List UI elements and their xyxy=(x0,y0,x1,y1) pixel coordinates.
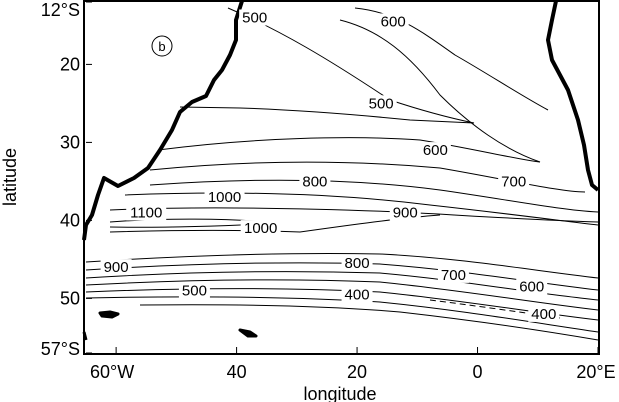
contour-label-bg xyxy=(178,282,210,299)
contour-label-bg xyxy=(437,266,469,283)
coastlines xyxy=(82,0,600,341)
contour-label: 400 xyxy=(531,306,556,323)
x-tick-label: 20°E xyxy=(576,362,615,382)
contour-label: 800 xyxy=(345,255,370,272)
contour-labels: 500 600 500 600 800 700 1000 900 1100 1000 900 800 7… xyxy=(100,9,560,323)
x-tick-label: 60°W xyxy=(90,362,134,382)
contour-line-900-a xyxy=(124,192,599,226)
contour-line-500-north xyxy=(179,7,475,124)
panel-label-circle xyxy=(151,35,173,57)
contour-label-bg xyxy=(240,220,281,237)
contour-label: 900 xyxy=(104,259,129,276)
contour-label: 700 xyxy=(501,173,526,190)
y-axis-title: latitude xyxy=(0,148,20,206)
contour-label-bg xyxy=(516,278,548,295)
x-tick-labels: 60°W 40 20 0 20°E xyxy=(90,347,616,382)
x-axis-title: longitude xyxy=(303,384,376,402)
x-tick-label: 20 xyxy=(347,362,367,382)
contour-label: 800 xyxy=(302,173,327,190)
contour-label: 400 xyxy=(345,286,370,303)
plot-frame xyxy=(83,0,600,355)
contour-line-900-lower xyxy=(85,252,599,279)
contour-label: 500 xyxy=(369,95,394,112)
contour-label-bg xyxy=(299,173,331,190)
contour-line-600-mid xyxy=(157,137,541,163)
contour-label-bg xyxy=(239,9,271,26)
contour-label-bg xyxy=(377,13,409,30)
contour-label: 500 xyxy=(242,10,267,27)
y-tick-label: 50 xyxy=(60,288,80,308)
contour-label-bg xyxy=(126,204,167,221)
x-tick-label: 40 xyxy=(227,362,247,382)
contour-label-bg xyxy=(389,204,421,221)
y-tick-label: 40 xyxy=(60,210,80,230)
contour-line-700 xyxy=(149,161,586,193)
contour-line-1000 xyxy=(109,207,599,223)
contour-line-600-north xyxy=(339,19,541,163)
contour-line-400-b xyxy=(139,304,599,341)
contour-line-800 xyxy=(149,179,599,213)
panel-label: b xyxy=(158,39,165,54)
contour-label-bg xyxy=(100,259,132,276)
contour-label: 500 xyxy=(182,283,207,300)
y-tick-label: 57°S xyxy=(41,339,80,359)
contour-label: 600 xyxy=(519,279,544,296)
contour-label-bg xyxy=(528,305,560,322)
coastline-south-america xyxy=(82,0,244,241)
contour-label: 600 xyxy=(423,142,448,159)
contour-label-bg xyxy=(498,173,530,190)
island-falklands xyxy=(98,310,120,319)
contour-label-bg xyxy=(341,255,373,272)
coastline-bottom-left xyxy=(82,331,88,341)
contour-label-bg xyxy=(365,95,397,112)
island-south-georgia xyxy=(238,328,258,338)
y-tick-label: 30 xyxy=(60,132,80,152)
contour-line-600-lower xyxy=(85,279,599,311)
y-tick-label: 20 xyxy=(60,54,80,74)
contour-label-bg xyxy=(341,286,373,303)
contour-label: 1100 xyxy=(130,205,162,222)
contour-label-bg xyxy=(419,142,451,159)
contour-label: 700 xyxy=(441,267,466,284)
y-tick-label: 12°S xyxy=(41,0,80,20)
contour-label: 1000 xyxy=(244,220,277,237)
coastline-africa xyxy=(546,0,600,192)
contour-line-dash xyxy=(429,299,561,319)
contour-label: 900 xyxy=(393,205,418,222)
contour-label-bg xyxy=(204,188,245,205)
x-tick-label: 0 xyxy=(473,362,483,382)
contour-label: 600 xyxy=(381,13,406,30)
contour-label: 1000 xyxy=(208,189,241,206)
y-tick-labels: 12°S 20 30 40 50 57°S xyxy=(41,0,92,359)
